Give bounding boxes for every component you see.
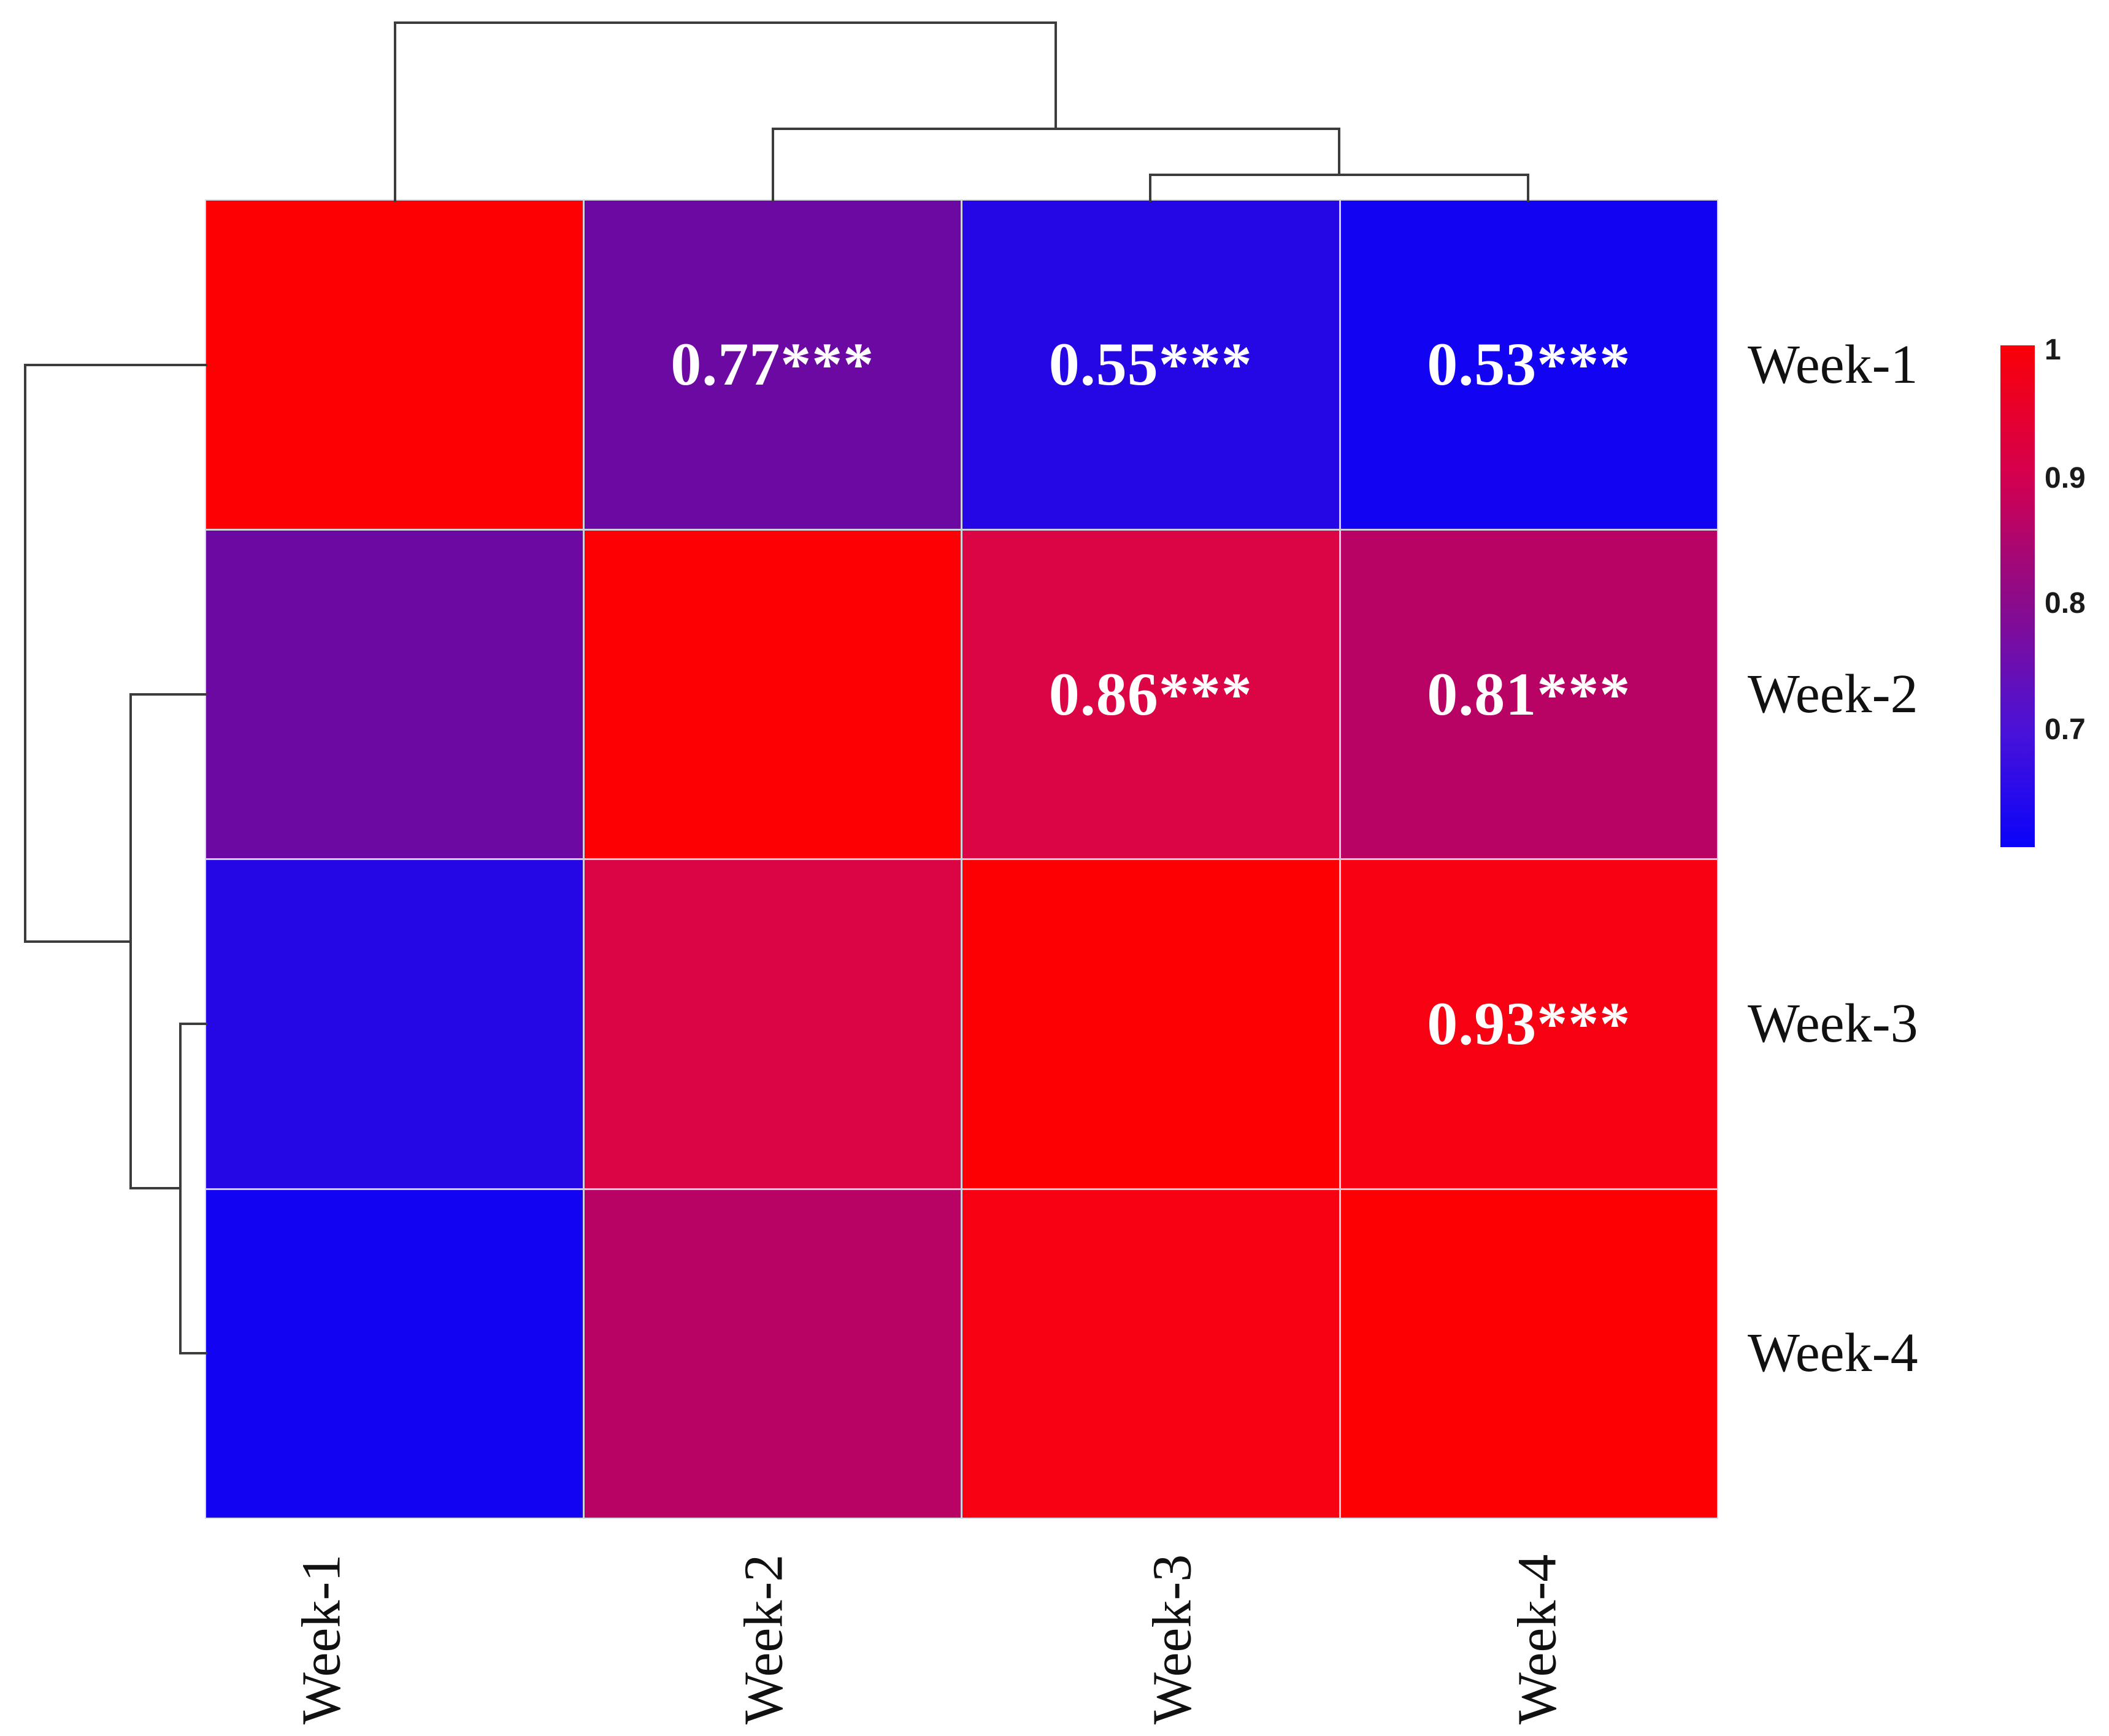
colorbar-tick-label: 0.7 [2045,713,2086,746]
column-label-text: Week-2 [733,1554,794,1724]
column-label-week-3: Week-3 [1070,1554,1273,1724]
heatmap-cell-r2c1 [206,530,583,858]
correlation-value: 0.81*** [1427,659,1631,728]
column-label-text: Week-1 [291,1554,352,1724]
heatmap-cell-r3c1 [206,860,583,1188]
correlation-matrix: 0.77*** 0.55*** 0.53*** 0.86*** 0.81*** 0.93*… [205,199,1718,1519]
dendrogram-segment [24,364,207,367]
row-label-week-3: Week-3 [1748,993,1918,1054]
correlation-value: 0.55*** [1048,330,1253,399]
dendrogram-segment [129,1187,182,1190]
heatmap-cell-r2c4: 0.81*** [1340,530,1717,858]
column-label-week-1: Week-1 [220,1554,423,1724]
column-label-text: Week-4 [1507,1554,1568,1724]
colorbar-tick-label: 1 [2045,334,2061,366]
column-label-text: Week-3 [1141,1554,1202,1724]
heatmap-cell-r4c1 [206,1189,583,1518]
dendrogram-segment [393,21,1058,24]
column-label-week-4: Week-4 [1436,1554,1638,1724]
dendrogram-segment [1054,21,1058,130]
dendrogram-segment [179,1351,207,1354]
colorbar-tick-label: 0.9 [2045,462,2086,494]
correlation-value: 0.93*** [1427,989,1631,1058]
heatmap-cell-r4c3 [962,1189,1339,1518]
dendrogram-segment [24,940,132,943]
dendrogram-segment [179,1022,207,1025]
heatmap-cell-r2c3: 0.86*** [962,530,1339,858]
row-label-week-4: Week-4 [1748,1322,1918,1383]
correlation-value: 0.77*** [670,330,875,399]
heatmap-cell-r4c4 [1340,1189,1717,1518]
heatmap-cell-r1c3: 0.55*** [962,201,1339,529]
dendrogram-segment [1149,174,1152,202]
dendrogram-segment [1338,128,1341,176]
dendrogram-segment [771,128,774,202]
column-label-week-2: Week-2 [663,1554,865,1724]
heatmap-cell-r1c4: 0.53*** [1340,201,1717,529]
dendrogram-segment [1527,174,1530,202]
heatmap-cell-r1c1 [206,201,583,529]
dendrogram-segment [393,21,396,202]
colorbar-tick-label: 0.8 [2045,587,2086,620]
row-label-week-1: Week-1 [1748,334,1918,396]
row-label-week-2: Week-2 [1748,664,1918,725]
dendrogram-segment [24,364,26,943]
heatmap-cell-r3c3 [962,860,1339,1188]
colorbar-gradient [2000,345,2035,847]
correlation-value: 0.53*** [1427,330,1631,399]
heatmap-cell-r3c2 [584,860,961,1188]
heatmap-cell-r1c2: 0.77*** [584,201,961,529]
correlation-value: 0.86*** [1048,659,1253,728]
heatmap-cell-r3c4: 0.93*** [1340,860,1717,1188]
heatmap-cell-r4c2 [584,1189,961,1518]
heatmap-cell-r2c2 [584,530,961,858]
dendrogram-segment [129,693,207,696]
